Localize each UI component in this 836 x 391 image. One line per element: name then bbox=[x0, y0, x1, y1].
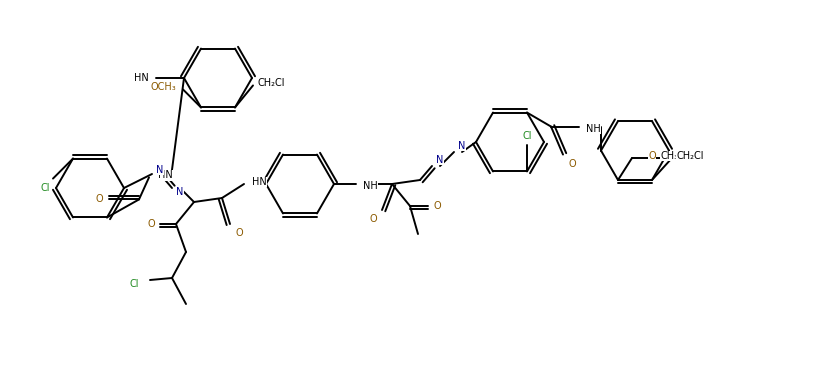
Text: Cl: Cl bbox=[522, 131, 531, 142]
Text: O: O bbox=[568, 159, 575, 169]
Text: N: N bbox=[156, 165, 164, 175]
Text: OCH₃: OCH₃ bbox=[150, 83, 176, 92]
Text: N: N bbox=[458, 141, 465, 151]
Text: O: O bbox=[433, 201, 441, 211]
Text: HN: HN bbox=[134, 73, 148, 83]
Text: CH₂Cl: CH₂Cl bbox=[675, 151, 703, 161]
Text: O: O bbox=[147, 219, 155, 229]
Text: HN: HN bbox=[157, 170, 172, 180]
Text: NH: NH bbox=[585, 124, 599, 134]
Text: O: O bbox=[95, 194, 103, 204]
Text: CH₃: CH₃ bbox=[660, 151, 678, 161]
Text: N: N bbox=[436, 155, 443, 165]
Text: O: O bbox=[369, 214, 376, 224]
Text: CH₂Cl: CH₂Cl bbox=[257, 79, 284, 88]
Text: N: N bbox=[176, 187, 183, 197]
Text: O: O bbox=[235, 228, 242, 238]
Text: NH: NH bbox=[362, 181, 377, 191]
Text: Cl: Cl bbox=[40, 183, 49, 192]
Text: HN: HN bbox=[252, 177, 266, 187]
Text: Cl: Cl bbox=[129, 279, 139, 289]
Text: O: O bbox=[647, 151, 655, 161]
